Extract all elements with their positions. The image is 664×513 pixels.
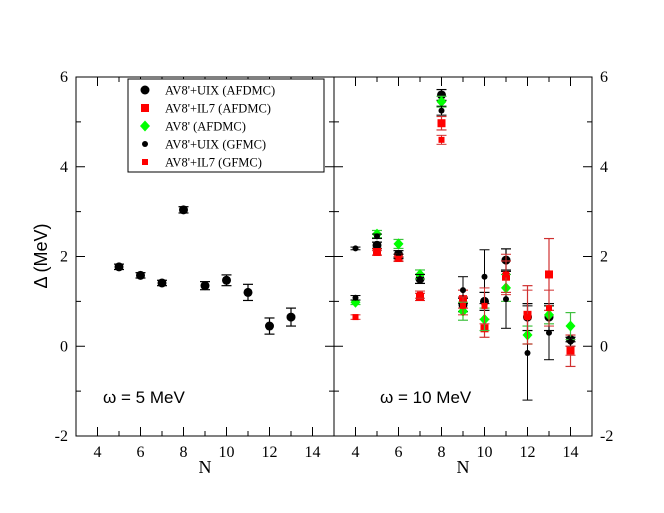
y-tick-label-right: -2 bbox=[600, 428, 613, 445]
data-point bbox=[352, 314, 359, 321]
y-axis-title: Δ (MeV) bbox=[31, 223, 51, 288]
data-point bbox=[481, 302, 488, 309]
y-tick-label-left: -2 bbox=[55, 428, 68, 445]
data-point bbox=[243, 287, 253, 297]
x-tick-label: 10 bbox=[477, 444, 493, 461]
y-tick-label-left: 2 bbox=[60, 249, 68, 266]
y-tick-label-left: 0 bbox=[60, 338, 68, 355]
legend-marker bbox=[140, 85, 150, 95]
legend-entries: AV8'+UIX (AFDMC) AV8'+IL7 (AFDMC) AV8' (AF… bbox=[140, 84, 275, 170]
data-point bbox=[546, 305, 552, 312]
x-tick-label: 14 bbox=[305, 444, 321, 461]
x-tick-label: 12 bbox=[520, 444, 536, 461]
data-point bbox=[481, 273, 488, 280]
data-point bbox=[545, 270, 553, 279]
x-tick-label: 12 bbox=[262, 444, 278, 461]
legend-marker bbox=[142, 159, 148, 165]
legend-marker bbox=[142, 141, 148, 147]
data-point bbox=[114, 262, 124, 272]
legend-marker bbox=[140, 120, 150, 132]
data-point bbox=[286, 312, 296, 322]
x-tick-label: 6 bbox=[395, 444, 403, 461]
legend-box bbox=[127, 78, 325, 173]
x-tick-label: 8 bbox=[438, 444, 446, 461]
panel-frame-right bbox=[333, 76, 593, 437]
data-point bbox=[352, 245, 359, 252]
data-point bbox=[350, 296, 361, 308]
x-tick-label: 14 bbox=[563, 444, 579, 461]
data-point bbox=[179, 205, 188, 215]
legend: AV8'+UIX (AFDMC) AV8'+IL7 (AFDMC) AV8' (AF… bbox=[127, 78, 325, 173]
data-point bbox=[460, 287, 466, 294]
legend-label: AV8'+UIX (AFDMC) bbox=[165, 84, 275, 98]
x-tick-label: 6 bbox=[137, 444, 145, 461]
data-points bbox=[114, 88, 576, 401]
panel-annotation-left: ω = 5 MeV bbox=[103, 388, 185, 407]
data-point bbox=[372, 240, 382, 250]
data-point bbox=[436, 96, 447, 108]
x-axis-title-right: N bbox=[457, 457, 470, 477]
data-point bbox=[503, 271, 509, 278]
data-point bbox=[565, 320, 576, 332]
data-point bbox=[417, 291, 423, 298]
y-tick-label-left: 6 bbox=[60, 69, 68, 86]
x-tick-label: 8 bbox=[180, 444, 188, 461]
data-point bbox=[503, 296, 509, 303]
axis-labels: Δ (MeV) N N ω = 5 MeV ω = 10 MeV bbox=[31, 223, 472, 477]
data-point bbox=[374, 233, 380, 240]
data-point bbox=[395, 255, 402, 262]
legend-label: AV8' (AFDMC) bbox=[165, 120, 246, 134]
y-tick-label-right: 2 bbox=[600, 249, 608, 266]
x-tick-label: 4 bbox=[352, 444, 360, 461]
legend-label: AV8'+IL7 (GFMC) bbox=[165, 156, 262, 170]
data-point bbox=[546, 329, 552, 336]
data-point bbox=[524, 349, 531, 356]
data-point bbox=[265, 321, 274, 331]
data-point bbox=[136, 270, 145, 280]
data-point bbox=[438, 107, 445, 114]
legend-label: AV8'+UIX (GFMC) bbox=[165, 138, 266, 152]
axis-ticks: 4 6 8 10 12 14 -2 0 2 4 6 4 6 8 10 12 14 -2 0 2 4 6 bbox=[55, 69, 614, 461]
data-point bbox=[200, 281, 210, 291]
data-point bbox=[157, 278, 167, 288]
y-tick-label-right: 4 bbox=[600, 159, 608, 176]
legend-marker bbox=[141, 104, 149, 112]
data-point bbox=[524, 314, 531, 321]
data-point bbox=[393, 238, 404, 250]
data-point bbox=[417, 275, 423, 282]
x-axis-title-left: N bbox=[199, 457, 212, 477]
data-point bbox=[352, 294, 359, 301]
data-point bbox=[567, 338, 574, 345]
y-tick-label-right: 0 bbox=[600, 338, 608, 355]
y-tick-label-left: 4 bbox=[60, 159, 68, 176]
data-point bbox=[437, 119, 446, 128]
x-tick-label: 10 bbox=[219, 444, 235, 461]
y-tick-label-right: 6 bbox=[600, 69, 608, 86]
data-point bbox=[438, 136, 445, 143]
panel-annotation-right: ω = 10 MeV bbox=[380, 388, 472, 407]
x-tick-label: 4 bbox=[94, 444, 102, 461]
data-point bbox=[567, 347, 574, 354]
data-point bbox=[437, 90, 446, 100]
legend-label: AV8'+IL7 (AFDMC) bbox=[165, 102, 271, 116]
data-point bbox=[222, 275, 231, 285]
data-point bbox=[460, 302, 466, 309]
data-point bbox=[374, 249, 380, 256]
